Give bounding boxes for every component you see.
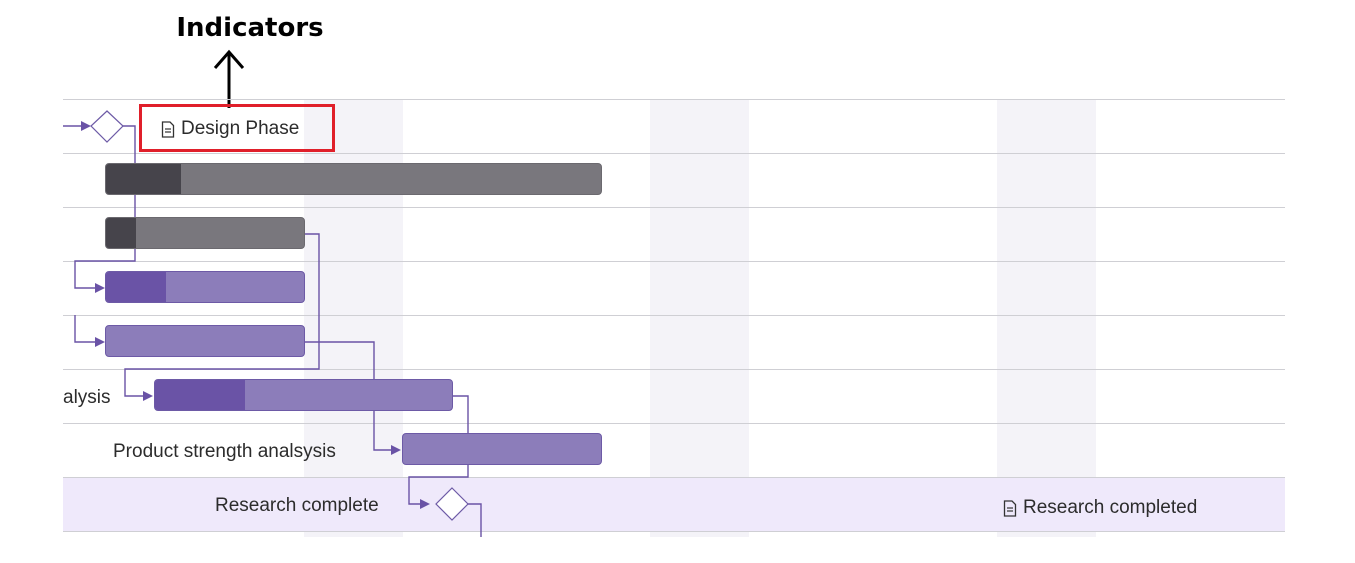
milestone-diamond: [435, 487, 469, 521]
row-divider: [63, 315, 1285, 316]
row-divider: [63, 531, 1285, 532]
task-label-market-research: alysis: [63, 387, 111, 408]
indicator-design-phase[interactable]: Design Phase: [161, 118, 299, 140]
indicator-label: Design Phase: [181, 118, 300, 139]
task-label-product-strength: Product strength analsysis: [113, 441, 336, 462]
task-progress: [106, 218, 136, 248]
parent-task-bar[interactable]: [105, 217, 305, 249]
task-label-research-complete: Research complete: [215, 495, 379, 516]
indicator-research-completed[interactable]: Research completed: [1003, 497, 1197, 519]
gantt-chart-area: alysis Product strength analsysis Resear…: [63, 99, 1285, 537]
indicators-callout-title: Indicators: [176, 13, 324, 43]
task-progress: [106, 164, 181, 194]
selected-row-highlight: [63, 478, 1285, 531]
task-bar[interactable]: [105, 325, 305, 357]
row-divider: [63, 423, 1285, 424]
milestone-diamond: [90, 110, 124, 143]
row-divider: [63, 99, 1285, 100]
dependency-connectors: [63, 110, 482, 537]
task-bar-product-strength[interactable]: [402, 433, 602, 465]
indicator-label: Research completed: [1023, 497, 1198, 518]
task-bar[interactable]: [105, 271, 305, 303]
non-working-column: [997, 99, 1096, 537]
row-divider: [63, 369, 1285, 370]
document-icon: [1003, 499, 1017, 517]
task-bar-market-research[interactable]: [154, 379, 453, 411]
non-working-column: [650, 99, 749, 537]
row-divider: [63, 207, 1285, 208]
row-divider: [63, 153, 1285, 154]
row-divider: [63, 477, 1285, 478]
task-progress: [106, 272, 166, 302]
task-progress: [155, 380, 245, 410]
indicator-highlight-box: [139, 104, 335, 152]
callout-arrow-icon: [213, 49, 245, 108]
row-divider: [63, 261, 1285, 262]
document-icon: [161, 120, 175, 138]
parent-task-bar[interactable]: [105, 163, 602, 195]
